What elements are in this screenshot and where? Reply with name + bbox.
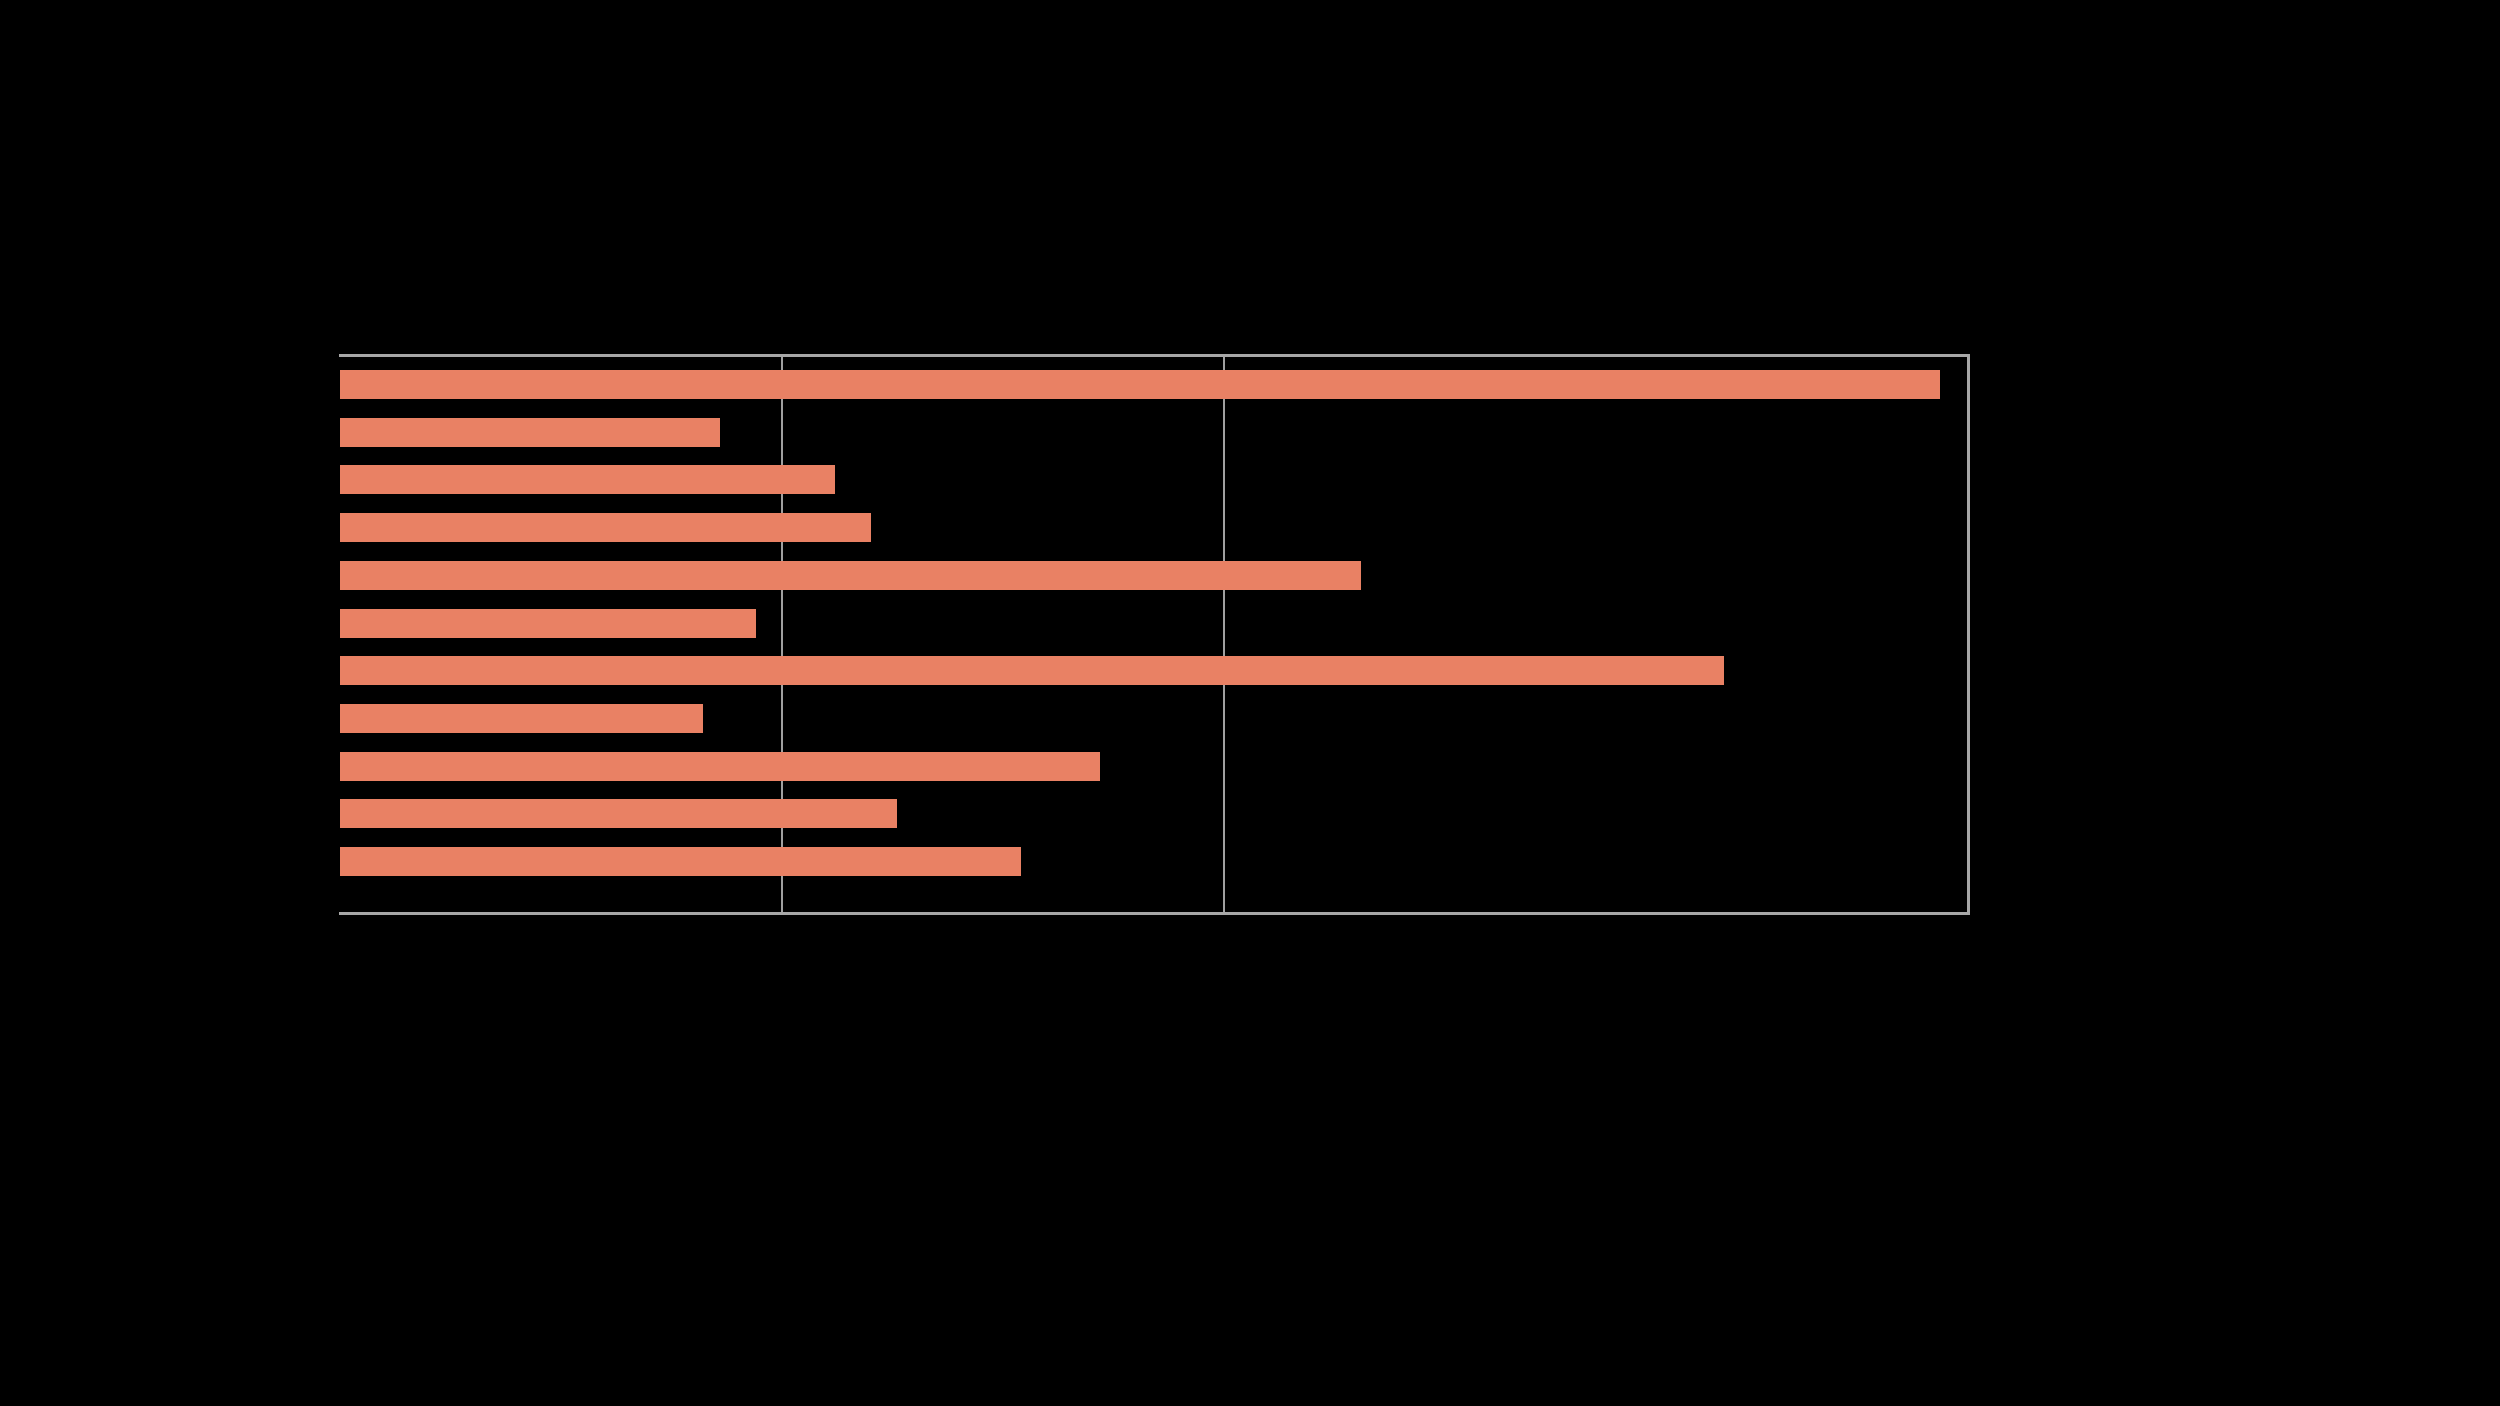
x-gridline-1 [781,357,784,912]
bar-row-9 [340,751,1101,781]
right-spine [1967,354,1970,915]
bar-row-1 [340,370,1941,399]
x-gridline-2 [1223,357,1226,912]
bar-row-3 [340,465,836,495]
top-spine [339,354,1970,357]
bar-row-8 [340,703,703,733]
bar-row-11 [340,847,1021,876]
bar-row-5 [340,560,1362,590]
chart-plot-area [339,354,1970,915]
bar-row-7 [340,656,1724,686]
bar-row-10 [340,799,898,829]
bottom-spine [339,912,1970,915]
bar-row-4 [340,513,871,543]
bar-row-2 [340,417,721,447]
bar-row-6 [340,608,756,638]
